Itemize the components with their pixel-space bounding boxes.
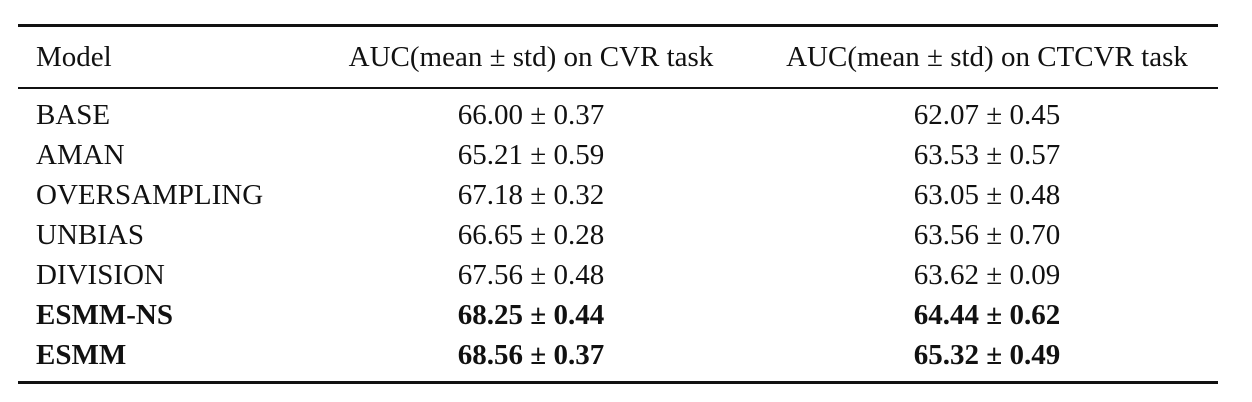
auc-cell: 62.07 ± 0.45 bbox=[913, 98, 1061, 131]
table-row: OVERSAMPLING 67.18 ± 0.32 63.05 ± 0.48 bbox=[18, 175, 1218, 215]
table-row: BASE 66.00 ± 0.37 62.07 ± 0.45 bbox=[18, 88, 1218, 135]
header-cell: AUC(mean ± std) on CTCVR task bbox=[786, 40, 1188, 73]
model-cell: DIVISION bbox=[36, 258, 165, 291]
model-cell: ESMM-NS bbox=[36, 298, 173, 331]
header-row: Model AUC(mean ± std) on CVR task AUC(mean… bbox=[18, 25, 1218, 88]
table-row: ESMM-NS 68.25 ± 0.44 64.44 ± 0.62 bbox=[18, 295, 1218, 335]
table-body: BASE 66.00 ± 0.37 62.07 ± 0.45 AMAN 65.21 ± … bbox=[18, 88, 1218, 383]
table-row: UNBIAS 66.65 ± 0.28 63.56 ± 0.70 bbox=[18, 215, 1218, 255]
auc-cell: 64.44 ± 0.62 bbox=[913, 298, 1061, 331]
auc-cell: 63.53 ± 0.57 bbox=[913, 138, 1061, 171]
model-cell: UNBIAS bbox=[36, 218, 144, 251]
table-row: DIVISION 67.56 ± 0.48 63.62 ± 0.09 bbox=[18, 255, 1218, 295]
auc-cell: 67.56 ± 0.48 bbox=[457, 258, 605, 291]
model-cell: BASE bbox=[36, 98, 111, 131]
auc-cell: 63.56 ± 0.70 bbox=[913, 218, 1061, 251]
auc-cell: 68.25 ± 0.44 bbox=[457, 298, 605, 331]
model-cell: AMAN bbox=[36, 138, 125, 171]
results-table: Model AUC(mean ± std) on CVR task AUC(mean… bbox=[18, 24, 1218, 384]
header-cell: Model bbox=[36, 40, 112, 73]
auc-cell: 68.56 ± 0.37 bbox=[457, 338, 605, 371]
auc-cell: 67.18 ± 0.32 bbox=[457, 178, 605, 211]
model-cell: ESMM bbox=[36, 338, 127, 371]
auc-cell: 63.62 ± 0.09 bbox=[913, 258, 1061, 291]
table-row: AMAN 65.21 ± 0.59 63.53 ± 0.57 bbox=[18, 135, 1218, 175]
table-row: ESMM 68.56 ± 0.37 65.32 ± 0.49 bbox=[18, 335, 1218, 383]
auc-cell: 66.00 ± 0.37 bbox=[457, 98, 605, 131]
auc-cell: 63.05 ± 0.48 bbox=[913, 178, 1061, 211]
table-header: Model AUC(mean ± std) on CVR task AUC(mean… bbox=[18, 25, 1218, 88]
header-cell: AUC(mean ± std) on CVR task bbox=[348, 40, 714, 73]
auc-cell: 65.21 ± 0.59 bbox=[457, 138, 605, 171]
auc-cell: 66.65 ± 0.28 bbox=[457, 218, 605, 251]
model-cell: OVERSAMPLING bbox=[36, 178, 264, 211]
auc-cell: 65.32 ± 0.49 bbox=[913, 338, 1061, 371]
